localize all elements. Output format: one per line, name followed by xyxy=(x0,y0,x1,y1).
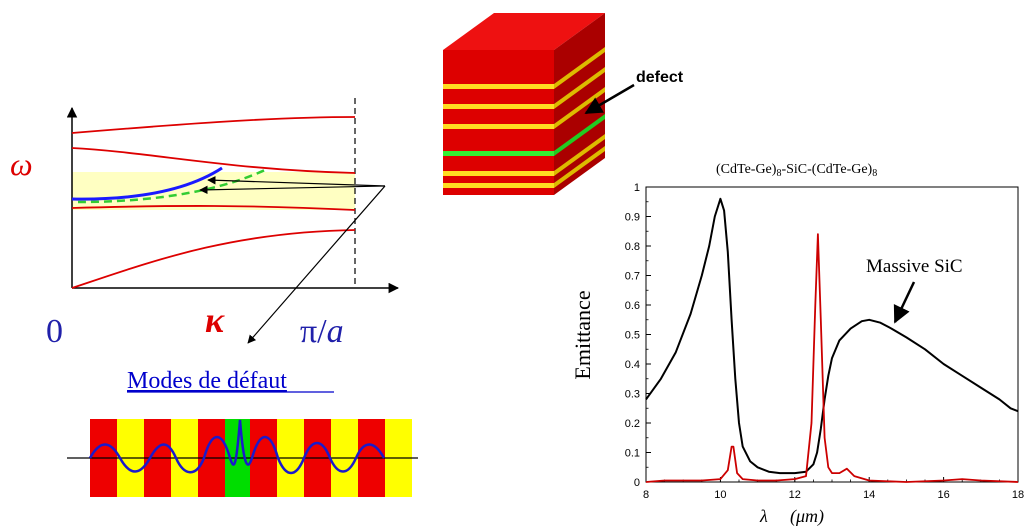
stripe-structure xyxy=(67,419,418,497)
origin-label: 0 xyxy=(46,313,63,350)
crystal-layer-side xyxy=(554,146,605,188)
defect-modes-label: Modes de défaut xyxy=(127,368,287,394)
x-tick-label: 16 xyxy=(937,489,949,501)
defect-mode-curve-green xyxy=(77,168,266,204)
crystal-layer xyxy=(443,84,554,89)
massive-sic-arrow xyxy=(893,281,916,324)
multilayer-crystal: defect xyxy=(443,13,684,195)
crystal-layer xyxy=(443,183,554,188)
defect-mode-wave xyxy=(88,419,386,475)
x-axis-label-unit: (μm) xyxy=(790,506,824,527)
y-axis-label: Emittance xyxy=(570,290,595,379)
band-lower xyxy=(71,229,356,289)
y-tick-label: 0.5 xyxy=(625,330,640,342)
y-tick-label: 0.8 xyxy=(625,241,640,253)
x-tick-label: 10 xyxy=(714,489,726,501)
band-gap-region xyxy=(72,172,355,210)
crystal-layer-side xyxy=(554,87,605,129)
emittance-chart: (CdTe-Ge)8-SiC-(CdTe-Ge)8 8 10 12 14 16 18 0 0.… xyxy=(570,162,1024,527)
x-tick-label: 8 xyxy=(643,489,649,501)
crystal-layer xyxy=(443,104,554,109)
crystal-defect-layer xyxy=(443,151,554,156)
defect-mode-curve xyxy=(71,166,223,201)
x-tick-label: 12 xyxy=(789,489,801,501)
y-tick-label: 0.3 xyxy=(625,389,640,401)
crystal-front-face xyxy=(443,50,554,195)
omega-label: ω xyxy=(10,146,33,182)
zone-edge-label: π/a xyxy=(300,313,344,350)
crystal-layer-side xyxy=(554,47,605,89)
crystal-defect-layer-side xyxy=(554,114,605,156)
band-gap-bottom xyxy=(71,205,356,211)
y-tick-label: 1 xyxy=(634,182,640,194)
x-tick-label: 14 xyxy=(863,489,875,501)
y-tick-label: 0.1 xyxy=(625,448,640,460)
band-upper xyxy=(71,116,356,134)
defect-pointer-arrow xyxy=(584,83,635,115)
kappa-label: κ xyxy=(205,300,225,340)
y-tick-label: 0 xyxy=(634,477,640,489)
defect-label: defect xyxy=(636,69,684,86)
y-tick-label: 0.4 xyxy=(625,359,640,371)
series-multilayer-line xyxy=(645,233,1019,483)
y-tick-label: 0.6 xyxy=(625,300,640,312)
y-tick-label: 0.9 xyxy=(625,212,640,224)
y-tick-label: 0.2 xyxy=(625,418,640,430)
dispersion-diagram: ω 0 κ π/a xyxy=(10,98,400,350)
pointer-arrow-2 xyxy=(199,185,386,195)
y-tick-label: 0.7 xyxy=(625,271,640,283)
x-tick-label: 18 xyxy=(1012,489,1024,501)
series-massive-sic-line xyxy=(645,197,1019,475)
crystal-top-face xyxy=(443,13,605,50)
band-gap-top xyxy=(71,147,356,174)
x-axis-label-symbol: λ xyxy=(759,506,768,526)
pointer-arrow-3 xyxy=(247,185,386,344)
chart-title: (CdTe-Ge)8-SiC-(CdTe-Ge)8 xyxy=(716,162,877,179)
crystal-layer xyxy=(443,124,554,129)
pointer-arrow-1 xyxy=(207,176,386,187)
crystal-layer-side xyxy=(554,134,605,176)
plot-frame xyxy=(645,186,1019,483)
crystal-layer xyxy=(443,171,554,176)
massive-sic-annotation: Massive SiC xyxy=(866,256,963,277)
crystal-layer-side xyxy=(554,67,605,109)
